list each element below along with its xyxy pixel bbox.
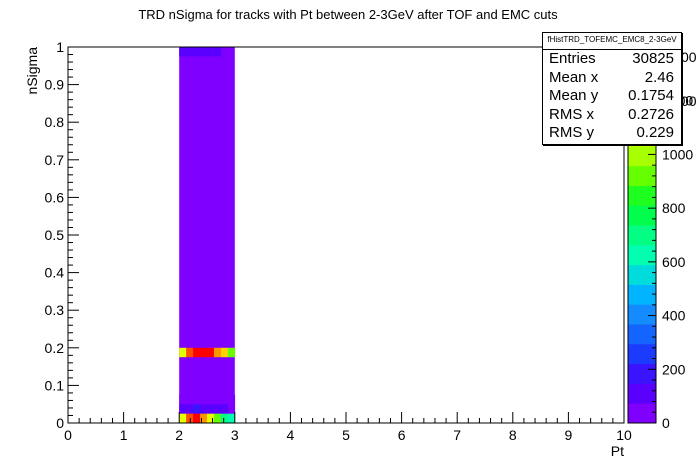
y-tick-label: 0.2 — [45, 340, 65, 356]
stats-label: RMS y — [549, 124, 594, 141]
z-color-bar-swatch — [628, 145, 656, 167]
x-tick-label: 2 — [175, 427, 183, 443]
y-tick-label: 0.5 — [45, 227, 65, 243]
stats-label: Mean y — [549, 87, 599, 104]
z-tick-label: 0 — [662, 415, 670, 431]
stats-row-rms-x: RMS x 0.2726 — [543, 106, 681, 125]
heatmap-cell — [213, 413, 222, 423]
x-tick-label: 4 — [287, 427, 295, 443]
y-tick-label: 0.1 — [45, 377, 65, 393]
stats-row-rms-y: RMS y 0.229 — [543, 124, 681, 143]
heatmap-cell — [186, 404, 194, 414]
stats-box: fHistTRD_TOFEMC_EMC8_2-3GeV Entries 3082… — [542, 32, 682, 145]
z-tick-label-partial: 00 — [681, 49, 696, 65]
z-tick-label-partial: 00 — [681, 93, 696, 109]
y-axis-label: nSigma — [24, 47, 40, 95]
x-tick-label: 0 — [64, 427, 72, 443]
x-tick-label: 9 — [565, 427, 573, 443]
x-tick-label: 6 — [398, 427, 406, 443]
chart-title: TRD nSigma for tracks with Pt between 2-… — [138, 7, 558, 22]
z-color-bar-swatch — [628, 165, 656, 186]
heatmap-cell — [227, 347, 236, 358]
heatmap-cell — [220, 347, 229, 358]
heatmap-cell — [179, 394, 236, 405]
stats-value: 0.1754 — [628, 87, 674, 104]
heatmap-cell — [179, 404, 187, 414]
z-color-bar-swatch — [628, 363, 656, 384]
stats-label: Entries — [549, 50, 596, 67]
heatmap-cell — [186, 347, 194, 358]
plot-frame — [67, 46, 625, 424]
heatmap-cell — [220, 404, 229, 414]
stats-value: 30825 — [632, 50, 674, 67]
heatmap-cell — [200, 404, 208, 414]
stats-value: 0.229 — [636, 124, 674, 141]
heatmap-cell — [193, 413, 201, 423]
x-tick-label: 10 — [616, 427, 632, 443]
y-tick-label: 0.8 — [45, 114, 65, 130]
z-color-bar-swatch — [628, 403, 656, 424]
x-tick-label: 7 — [453, 427, 461, 443]
z-tick-label: 800 — [662, 200, 686, 216]
heatmap-cell — [207, 413, 215, 423]
z-color-bar-swatch — [628, 343, 656, 365]
z-tick-label: 400 — [662, 308, 686, 324]
stats-value: 0.2726 — [628, 105, 674, 123]
z-color-bar-swatch — [628, 383, 656, 404]
heatmap-cell — [179, 347, 187, 358]
heatmap-cells — [179, 47, 236, 423]
z-color-bar-swatch — [628, 324, 656, 345]
heatmap-cell — [227, 404, 236, 414]
heatmap-base-cell — [179, 47, 235, 423]
x-tick-label: 1 — [120, 427, 128, 443]
z-tick-label: 600 — [662, 254, 686, 270]
axes: 0 1 2 3 4 5 6 7 8 9 10 0 0.1 0.2 0.3 0.4 0.5 0.6 0.7 0.8 0.9… — [45, 39, 632, 443]
x-axis-label: Pt — [611, 443, 624, 459]
heatmap-cell — [220, 413, 229, 423]
heatmap-cell — [227, 413, 236, 423]
heatmap-cell — [200, 413, 208, 423]
stats-value: 2.46 — [644, 68, 674, 86]
heatmap-cell — [186, 413, 194, 423]
z-color-bar-swatch — [628, 205, 656, 226]
z-color-bar-swatch — [628, 225, 656, 246]
stats-label: Mean x — [549, 68, 599, 86]
heatmap-cell — [200, 347, 208, 358]
y-tick-label: 0.4 — [45, 265, 65, 281]
heatmap-cell — [207, 404, 215, 414]
heatmap-cell — [179, 47, 222, 57]
heatmap-cell — [179, 413, 187, 423]
x-tick-label: 3 — [231, 427, 239, 443]
stats-row-entries: Entries 30825 — [543, 50, 681, 69]
heatmap-cell — [213, 404, 222, 414]
y-tick-label: 0.7 — [45, 152, 65, 168]
stats-row-mean-x: Mean x 2.46 — [543, 69, 681, 88]
z-color-bar-swatch — [628, 185, 656, 206]
x-tick-label: 5 — [342, 427, 350, 443]
z-color-bar-swatch — [628, 284, 656, 305]
z-color-bar-swatch — [628, 304, 656, 325]
heatmap-cell — [193, 404, 201, 414]
heatmap-cell — [213, 347, 222, 358]
z-tick-label: 200 — [662, 361, 686, 377]
z-color-bar-swatch — [628, 244, 656, 266]
y-tick-label: 0.3 — [45, 302, 65, 318]
x-tick-label: 8 — [509, 427, 517, 443]
y-tick-label: 0.9 — [45, 77, 65, 93]
y-tick-label: 1 — [56, 39, 64, 55]
y-tick-label: 0.6 — [45, 189, 65, 205]
stats-label: RMS x — [549, 105, 594, 123]
z-color-bar-swatch — [628, 264, 656, 285]
heatmap-cell — [193, 347, 201, 358]
heatmap-cell — [207, 347, 215, 358]
z-tick-label: 1000 — [662, 146, 693, 162]
stats-histogram-name: fHistTRD_TOFEMC_EMC8_2-3GeV — [543, 33, 681, 50]
y-tick-label: 0 — [56, 415, 64, 431]
stats-row-mean-y: Mean y 0.1754 — [543, 87, 681, 106]
